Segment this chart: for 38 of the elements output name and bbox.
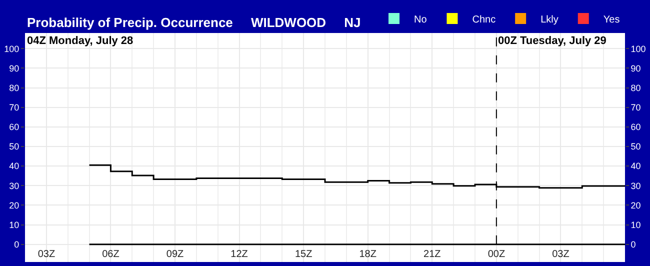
y-tick-label: 20: [9, 200, 20, 210]
y2-tick-label: 100: [630, 44, 646, 54]
y2-tick-label: 20: [630, 200, 641, 210]
x-tick-label: 03Z: [38, 249, 56, 260]
y2-tick-label: 30: [630, 180, 641, 191]
y2-tick-label: 50: [630, 142, 641, 152]
y-tick-label: 90: [9, 63, 20, 74]
y2-tick-label: 10: [630, 220, 641, 230]
y2-tick-label: 0: [630, 240, 636, 250]
y2-tick-label: 90: [630, 63, 641, 74]
x-tick-label: 15Z: [294, 249, 312, 260]
x-tick-label: 09Z: [166, 249, 184, 260]
legend-label: Lkly: [540, 14, 558, 26]
y-tick-label: 100: [4, 44, 20, 54]
annotation: 04Z Monday, July 28: [27, 35, 134, 47]
y2-tick-label: 80: [630, 82, 641, 93]
annotation: 00Z Tuesday, July 29: [498, 35, 606, 47]
x-tick-label: 12Z: [230, 249, 248, 260]
y-tick-label: 10: [9, 220, 20, 230]
x-tick-label: 06Z: [102, 249, 120, 260]
y-tick-label: 40: [9, 161, 20, 172]
legend-label: Chnc: [472, 14, 496, 26]
chart-title: Probability of Precip. Occurrence WILDWOOD NJ: [27, 15, 361, 30]
y-tick-label: 60: [9, 122, 20, 132]
y2-tick-label: 60: [630, 122, 641, 132]
y-tick-label: 0: [14, 240, 20, 250]
y-tick-label: 50: [9, 142, 20, 152]
x-tick-label: 00Z: [488, 249, 506, 260]
x-tick-label: 18Z: [359, 249, 376, 260]
y-tick-label: 70: [9, 102, 20, 113]
y2-tick-label: 40: [630, 161, 641, 172]
y-tick-label: 30: [9, 180, 20, 191]
y-tick-label: 80: [9, 82, 20, 93]
legend-label: No: [414, 14, 428, 26]
legend-label: Yes: [603, 14, 620, 26]
y2-tick-label: 70: [630, 102, 641, 113]
x-tick-label: 03Z: [552, 249, 570, 260]
x-tick-label: 21Z: [424, 249, 441, 260]
